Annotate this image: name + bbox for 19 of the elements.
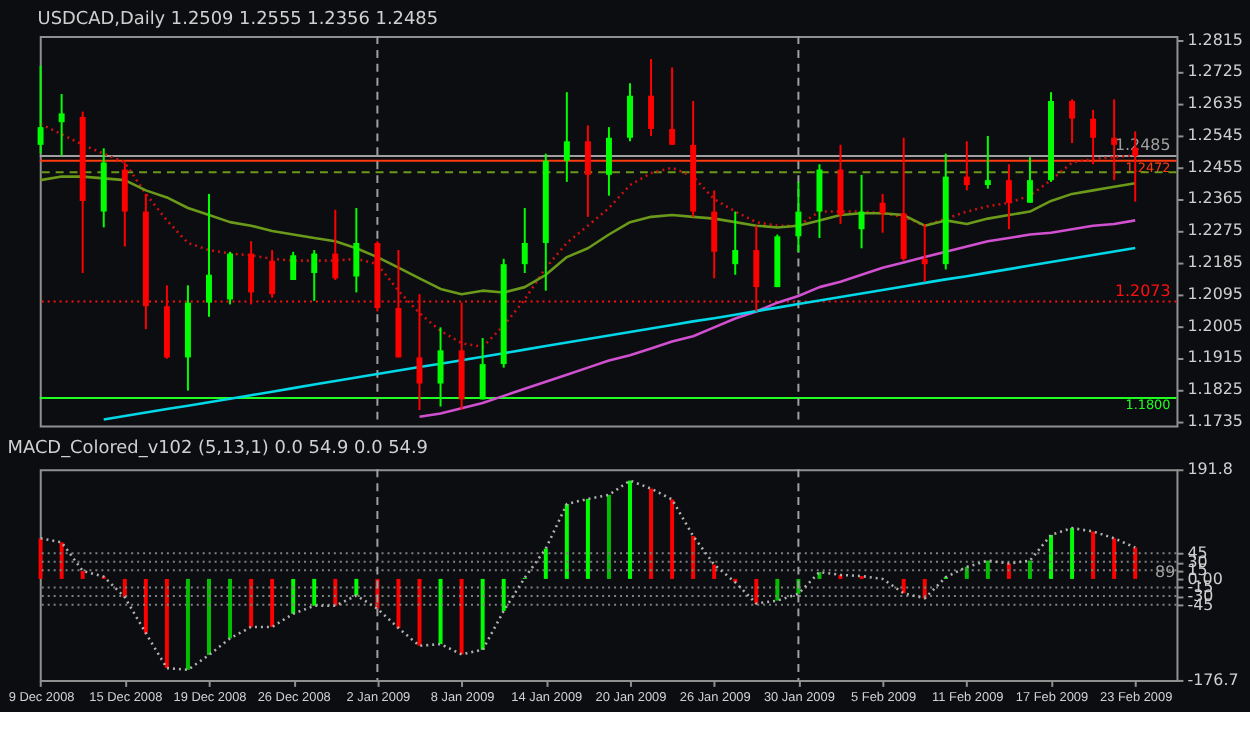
annotation: 89 xyxy=(1155,562,1176,581)
y-tick-label: 1.2365 xyxy=(1187,189,1243,208)
y-tick-label: 191.8 xyxy=(1187,460,1233,479)
y-tick-label: 1.2545 xyxy=(1187,125,1243,144)
y-tick-label: 1.2185 xyxy=(1187,253,1243,272)
chart-title: MACD_Colored_v102 (5,13,1) 0.0 54.9 0.0 54.9 xyxy=(7,439,429,460)
y-tick-label: 1.2455 xyxy=(1187,157,1243,176)
y-tick-label: 1.1915 xyxy=(1187,348,1243,367)
y-tick-label: 1.2095 xyxy=(1187,284,1243,303)
y-tick-label: 1.2635 xyxy=(1187,94,1243,113)
y-tick-label: 1.1825 xyxy=(1187,380,1243,399)
y-tick-label: 1.2005 xyxy=(1187,316,1243,335)
y-tick-label: 1.2725 xyxy=(1187,62,1243,81)
y-tick-label: -176.7 xyxy=(1187,670,1239,689)
y-tick-label: 1.1735 xyxy=(1187,411,1243,430)
y-tick-label: 1.2275 xyxy=(1187,221,1243,240)
y-tick-label: 1.2815 xyxy=(1187,30,1243,49)
chart-title: USDCAD,Daily 1.2509 1.2555 1.2356 1.2485 xyxy=(37,9,439,30)
ref-line-label: 1.2073 xyxy=(1114,281,1171,300)
